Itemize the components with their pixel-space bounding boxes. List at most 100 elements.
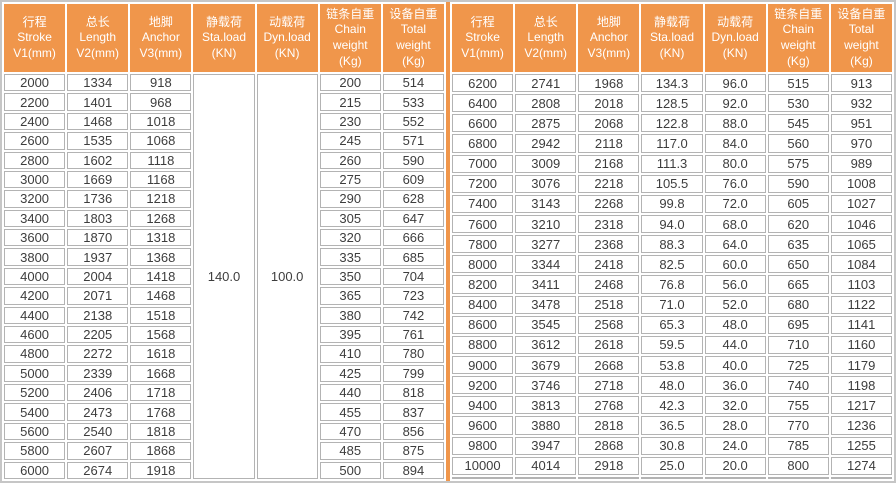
left-table-header: 行程 Stroke V1(mm) 总长 Length V2(mm) 地脚 Anchor V3(m… bbox=[4, 4, 444, 72]
column-header-line: 链条自重 bbox=[774, 6, 823, 21]
table-cell: 2218 bbox=[578, 174, 640, 193]
table-row: 3600 1870 1318 320 666 bbox=[4, 229, 444, 247]
column-header-line: Length bbox=[527, 30, 565, 45]
table-row: 8600 3545 2568 65.3 48.0 695 1141 bbox=[452, 315, 892, 334]
table-cell: 894 bbox=[382, 461, 444, 479]
table-cell: 122.8 bbox=[641, 114, 703, 133]
column-header-line: 动载荷 bbox=[717, 14, 754, 29]
column-header-line: (KN) bbox=[274, 45, 300, 60]
table-cell: 3545 bbox=[515, 315, 577, 334]
column-header-line: Chain bbox=[782, 22, 814, 37]
table-cell: 932 bbox=[830, 94, 892, 113]
table-cell: 2473 bbox=[67, 403, 129, 421]
table-cell: 3679 bbox=[515, 355, 577, 375]
table-cell: 2004 bbox=[67, 267, 129, 286]
table-cell: 2071 bbox=[67, 287, 129, 305]
table-cell: 2741 bbox=[515, 74, 577, 93]
column-header-line: (KN) bbox=[211, 45, 237, 60]
table-row: 5600 2540 1818 470 856 bbox=[4, 422, 444, 441]
table-row: 6000 2674 1918 500 894 bbox=[4, 461, 444, 479]
table-cell: 1046 bbox=[830, 214, 892, 234]
table-cell: 2000 bbox=[4, 74, 66, 92]
table-cell: 3800 bbox=[4, 248, 66, 266]
table-cell: 7200 bbox=[452, 174, 514, 193]
table-cell: 2518 bbox=[578, 295, 640, 314]
table-row: 4200 2071 1468 365 723 bbox=[4, 287, 444, 305]
table-cell: 350 bbox=[319, 267, 381, 286]
column-header-5: 动载荷 Dyn.load (KN) bbox=[256, 4, 318, 72]
table-cell: 1160 bbox=[830, 335, 892, 354]
table-cell bbox=[641, 476, 703, 479]
table-row: 7400 3143 2268 99.8 72.0 605 1027 bbox=[452, 194, 892, 213]
table-cell: 1368 bbox=[130, 248, 192, 266]
table-cell: 680 bbox=[767, 295, 829, 314]
table-cell: 275 bbox=[319, 170, 381, 189]
table-cell: 1668 bbox=[130, 364, 192, 382]
table-row: 8000 3344 2418 82.5 60.0 650 1084 bbox=[452, 255, 892, 274]
table-cell: 500 bbox=[319, 461, 381, 479]
table-cell: 780 bbox=[382, 345, 444, 363]
column-header-line: 总长 bbox=[85, 14, 110, 29]
table-row: 9600 3880 2818 36.5 28.0 770 1236 bbox=[452, 416, 892, 435]
table-cell: 1008 bbox=[830, 174, 892, 193]
table-cell: 1468 bbox=[67, 112, 129, 131]
column-header-line: V3(mm) bbox=[139, 45, 183, 60]
table-row: 8400 3478 2518 71.0 52.0 680 1122 bbox=[452, 295, 892, 314]
table-cell: 875 bbox=[382, 442, 444, 460]
table-cell: 6600 bbox=[452, 114, 514, 133]
table-cell: 1918 bbox=[130, 461, 192, 479]
column-header-line: Anchor bbox=[589, 30, 628, 45]
column-header-line: 动载荷 bbox=[269, 14, 306, 29]
table-cell: 9400 bbox=[452, 396, 514, 415]
table-cell: 9800 bbox=[452, 436, 514, 455]
column-header-5: 动载荷 Dyn.load (KN) bbox=[704, 4, 766, 72]
table-row: 6800 2942 2118 117.0 84.0 560 970 bbox=[452, 134, 892, 153]
table-cell: 2674 bbox=[67, 461, 129, 479]
table-cell: 2200 bbox=[4, 93, 66, 111]
table-cell: 380 bbox=[319, 306, 381, 324]
column-header-7: 设备自重 Total weight (Kg) bbox=[382, 4, 444, 72]
column-header-line: Total bbox=[400, 22, 427, 37]
column-header-line: (KN) bbox=[722, 45, 748, 60]
table-cell: 695 bbox=[767, 315, 829, 334]
table-cell: 82.5 bbox=[641, 255, 703, 274]
table-cell: 2568 bbox=[578, 315, 640, 334]
table-cell: 635 bbox=[767, 235, 829, 254]
table-cell: 2607 bbox=[67, 442, 129, 460]
table-row: 9000 3679 2668 53.8 40.0 725 1179 bbox=[452, 355, 892, 375]
table-row: 2800 1602 1118 260 590 bbox=[4, 151, 444, 169]
table-cell: 32.0 bbox=[704, 396, 766, 415]
table-cell: 4600 bbox=[4, 325, 66, 344]
table-cell: 2406 bbox=[67, 384, 129, 402]
table-cell: 8400 bbox=[452, 295, 514, 314]
table-cell: 2138 bbox=[67, 306, 129, 324]
table-cell: 742 bbox=[382, 306, 444, 324]
table-cell: 3746 bbox=[515, 376, 577, 395]
table-cell: 605 bbox=[767, 194, 829, 213]
right-table-header: 行程 Stroke V1(mm) 总长 Length V2(mm) 地脚 Anchor V3(m… bbox=[452, 4, 892, 72]
table-cell: 1141 bbox=[830, 315, 892, 334]
column-header-line: 设备自重 bbox=[837, 6, 886, 21]
table-cell: 2268 bbox=[578, 194, 640, 213]
table-cell: 290 bbox=[319, 190, 381, 208]
table-cell: 1018 bbox=[130, 112, 192, 131]
spec-table-left-half: 行程 Stroke V1(mm) 总长 Length V2(mm) 地脚 Anchor V3(m… bbox=[2, 2, 446, 481]
table-cell: 9600 bbox=[452, 416, 514, 435]
table-row: 7200 3076 2218 105.5 76.0 590 1008 bbox=[452, 174, 892, 193]
column-header-line: V3(mm) bbox=[587, 45, 631, 60]
table-cell: 1168 bbox=[130, 170, 192, 189]
column-header-2: 总长 Length V2(mm) bbox=[67, 4, 129, 72]
table-cell: 3947 bbox=[515, 436, 577, 455]
table-cell: 1669 bbox=[67, 170, 129, 189]
table-cell: 755 bbox=[767, 396, 829, 415]
header-row: 行程 Stroke V1(mm) 总长 Length V2(mm) 地脚 Anchor V3(m… bbox=[452, 4, 892, 72]
table-cell: 3344 bbox=[515, 255, 577, 274]
table-cell: 2818 bbox=[578, 416, 640, 435]
header-row: 行程 Stroke V1(mm) 总长 Length V2(mm) 地脚 Anchor V3(m… bbox=[4, 4, 444, 72]
table-cell: 1618 bbox=[130, 345, 192, 363]
table-cell: 560 bbox=[767, 134, 829, 153]
table-cell: 533 bbox=[382, 93, 444, 111]
table-cell: 1968 bbox=[578, 74, 640, 93]
table-cell: 2668 bbox=[578, 355, 640, 375]
column-header-7: 设备自重 Total weight (Kg) bbox=[830, 4, 892, 72]
